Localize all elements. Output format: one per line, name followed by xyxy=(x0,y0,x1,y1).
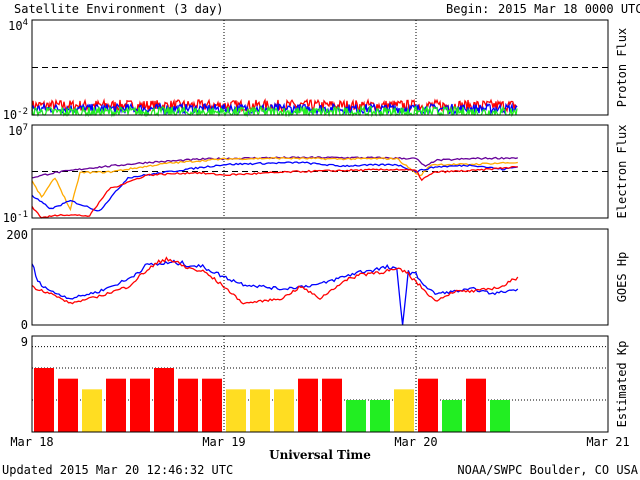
y-tick-exponent: 4 xyxy=(23,18,28,28)
y-axis-label: Electron Flux xyxy=(615,125,629,219)
panel-frame xyxy=(31,19,609,116)
kp-bar xyxy=(250,389,270,432)
chart-title: Satellite Environment (3 day) xyxy=(14,2,224,16)
kp-bar xyxy=(346,400,366,432)
panel-1: 104 10-2 Proton Flux xyxy=(3,18,629,122)
y-tick-label-top: 107 xyxy=(8,123,28,138)
panel-frame xyxy=(31,124,609,219)
panel-2: 107 10-1 Electron Flux xyxy=(3,123,629,225)
kp-bar xyxy=(322,378,342,432)
y-tick-label-top: 9 xyxy=(21,335,28,349)
kp-bar xyxy=(490,400,510,432)
y-tick-label-bottom: 0 xyxy=(21,318,28,332)
kp-bar xyxy=(274,389,294,432)
kp-bar xyxy=(202,378,222,432)
y-tick-label-bottom: 10-1 xyxy=(3,210,28,225)
y-tick-label-top: 200 xyxy=(6,228,28,242)
x-axis-title: Universal Time xyxy=(269,448,371,462)
blue-series-line xyxy=(31,161,518,212)
kp-bar xyxy=(130,378,150,432)
kp-bar xyxy=(370,400,390,432)
y-axis-label: Estimated Kp xyxy=(615,341,629,428)
x-tick-label: Mar 18 xyxy=(10,435,53,449)
x-tick-label: Mar 20 xyxy=(394,435,437,449)
kp-bar xyxy=(34,368,54,432)
red-series-line xyxy=(31,256,519,305)
kp-bar xyxy=(58,378,78,432)
green-series-line xyxy=(31,104,518,118)
kp-bar xyxy=(106,378,126,432)
y-axis-label: GOES Hp xyxy=(615,252,629,303)
kp-bar xyxy=(418,378,438,432)
y-axis-label: Proton Flux xyxy=(615,28,629,107)
red-series-line xyxy=(31,165,518,219)
updated-timestamp: Updated 2015 Mar 20 12:46:32 UTC xyxy=(2,463,233,477)
y-tick-exponent: 7 xyxy=(23,123,28,133)
kp-bar xyxy=(298,378,318,432)
blue-series-line xyxy=(31,259,519,326)
begin-label: Begin: xyxy=(446,2,489,16)
kp-bar xyxy=(226,389,246,432)
y-tick-exponent: -2 xyxy=(17,107,28,117)
y-tick-exponent: -1 xyxy=(17,210,28,220)
kp-bar xyxy=(178,378,198,432)
panel-4: 9 Estimated Kp xyxy=(21,335,629,433)
purple-series-line xyxy=(31,156,518,179)
x-tick-label: Mar 19 xyxy=(202,435,245,449)
orange-series-line xyxy=(31,156,518,212)
y-tick-label-bottom: 10-2 xyxy=(3,107,28,122)
kp-bar xyxy=(82,389,102,432)
x-tick-label: Mar 21 xyxy=(586,435,629,449)
y-tick-label-top: 104 xyxy=(8,18,28,33)
kp-bar xyxy=(442,400,462,432)
begin-value: 2015 Mar 18 0000 UTC xyxy=(498,2,640,16)
kp-bar xyxy=(154,368,174,432)
panel-frame xyxy=(31,228,609,326)
kp-bar xyxy=(466,378,486,432)
panel-3: 200 0 GOES Hp xyxy=(6,228,629,332)
kp-bar xyxy=(394,389,414,432)
panel-frame xyxy=(31,335,609,433)
credit-text: NOAA/SWPC Boulder, CO USA xyxy=(457,463,638,477)
